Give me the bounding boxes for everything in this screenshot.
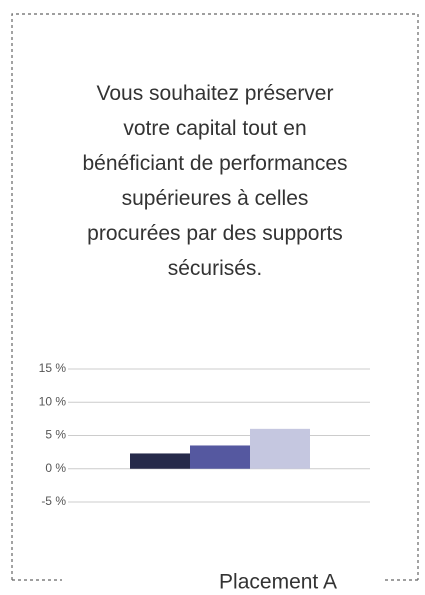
y-tick-label: 0 % [45, 461, 66, 475]
intro-line: Vous souhaitez préserver [96, 82, 334, 105]
y-tick-label: -5 % [41, 494, 66, 508]
bar [250, 428, 310, 469]
y-tick-label: 15 % [39, 361, 67, 375]
intro-line: votre capital tout en [123, 117, 307, 140]
bar [130, 453, 190, 469]
x-label: Placement A [219, 571, 337, 594]
intro-line: supérieures à celles [121, 187, 309, 210]
intro-line: sécurisés. [167, 257, 263, 280]
bar [190, 445, 250, 469]
intro-text: Vous souhaitez préserver votre capital to… [20, 76, 410, 286]
intro-line: procurées par des supports [87, 222, 343, 245]
card-border [11, 13, 419, 580]
y-tick-label: 5 % [45, 428, 66, 442]
y-tick-label: 10 % [39, 394, 67, 408]
intro-line: bénéficiant de performances [82, 152, 348, 175]
